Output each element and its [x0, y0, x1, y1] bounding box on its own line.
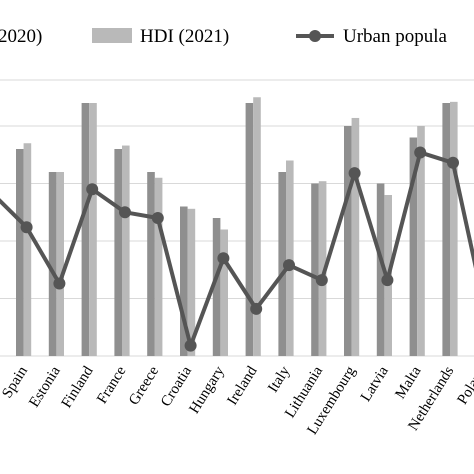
urban-population-point-italy [283, 259, 295, 272]
x-tick-label-france: France [94, 363, 129, 406]
bar-hdi-2021--ireland [253, 97, 261, 356]
bar-hdi-2021--hungary [220, 229, 228, 356]
bar-hdi-2020--finland [81, 103, 90, 356]
urban-population-point-spain [20, 221, 33, 234]
bar-hdi-2021--croatia [187, 208, 196, 356]
bar-hdi-2020--estonia [48, 172, 57, 356]
x-tick-label-latvia: Latvia [358, 363, 392, 404]
urban-population-polyline [0, 150, 474, 348]
urban-population-point-netherlands [447, 156, 459, 169]
bar-hdi-2021--estonia [56, 172, 64, 356]
bar-hdi-2021--lithuania [318, 181, 327, 356]
urban-population-point-luxembourg [348, 167, 361, 180]
legend: 2020) HDI (2021) Urban popula [0, 26, 448, 47]
bar-hdi-2020--luxembourg [344, 126, 352, 356]
legend-swatch-hdi-2021 [92, 28, 132, 43]
bars [16, 97, 458, 356]
x-tick-label-finland: Finland [59, 363, 97, 411]
bar-hdi-2020--netherlands [442, 103, 450, 356]
bar-hdi-2020--france [114, 149, 122, 356]
x-tick-label-spain: Spain [0, 363, 31, 401]
bar-hdi-2021--france [122, 145, 130, 356]
bar-hdi-2021--greece [154, 177, 163, 356]
legend-label-hdi-2020: 2020) [0, 26, 42, 47]
urban-population-line [0, 146, 474, 352]
bar-hdi-2021--netherlands [450, 101, 458, 356]
bar-hdi-2020--ireland [245, 103, 254, 356]
bar-hdi-2020--spain [16, 149, 24, 356]
urban-population-point-greece [151, 212, 164, 224]
urban-population-point-latvia [381, 274, 394, 287]
x-tick-labels: SpainEstoniaFinlandFranceGreeceCroatiaHu… [0, 363, 474, 437]
urban-population-point-hungary [217, 252, 230, 265]
bar-hdi-2020--malta [409, 137, 418, 356]
bar-hdi-2021--luxembourg [351, 117, 360, 356]
gridlines [0, 79, 474, 357]
bar-hdi-2020--lithuania [311, 183, 319, 356]
legend-label-hdi-2021: HDI (2021) [140, 26, 229, 47]
legend-swatch-urban-marker [309, 30, 321, 42]
bar-hdi-2021--italy [286, 160, 294, 356]
legend-label-urban-population: Urban popula [343, 26, 448, 47]
urban-population-point-finland [86, 183, 99, 196]
bar-hdi-2020--hungary [212, 218, 221, 356]
urban-population-point-ireland [250, 302, 263, 315]
bar-hdi-2020--latvia [376, 183, 385, 356]
bar-hdi-2020--italy [278, 172, 286, 356]
urban-population-point-malta [414, 146, 427, 159]
x-tick-label-malta: Malta [392, 363, 424, 401]
x-tick-label-poland: Poland [455, 363, 474, 407]
x-tick-label-ireland: Ireland [225, 363, 261, 408]
urban-population-point-croatia [184, 339, 197, 352]
urban-population-point-lithuania [315, 274, 328, 287]
x-tick-label-italy: Italy [265, 363, 293, 395]
bar-hdi-2020--greece [147, 172, 155, 356]
urban-population-point-france [119, 206, 131, 219]
bar-hdi-2020--croatia [180, 206, 188, 356]
bar-hdi-2021--finland [89, 103, 97, 356]
bar-hdi-2021--spain [23, 143, 32, 356]
bar-hdi-2021--malta [417, 126, 425, 356]
urban-population-point-estonia [53, 277, 66, 290]
